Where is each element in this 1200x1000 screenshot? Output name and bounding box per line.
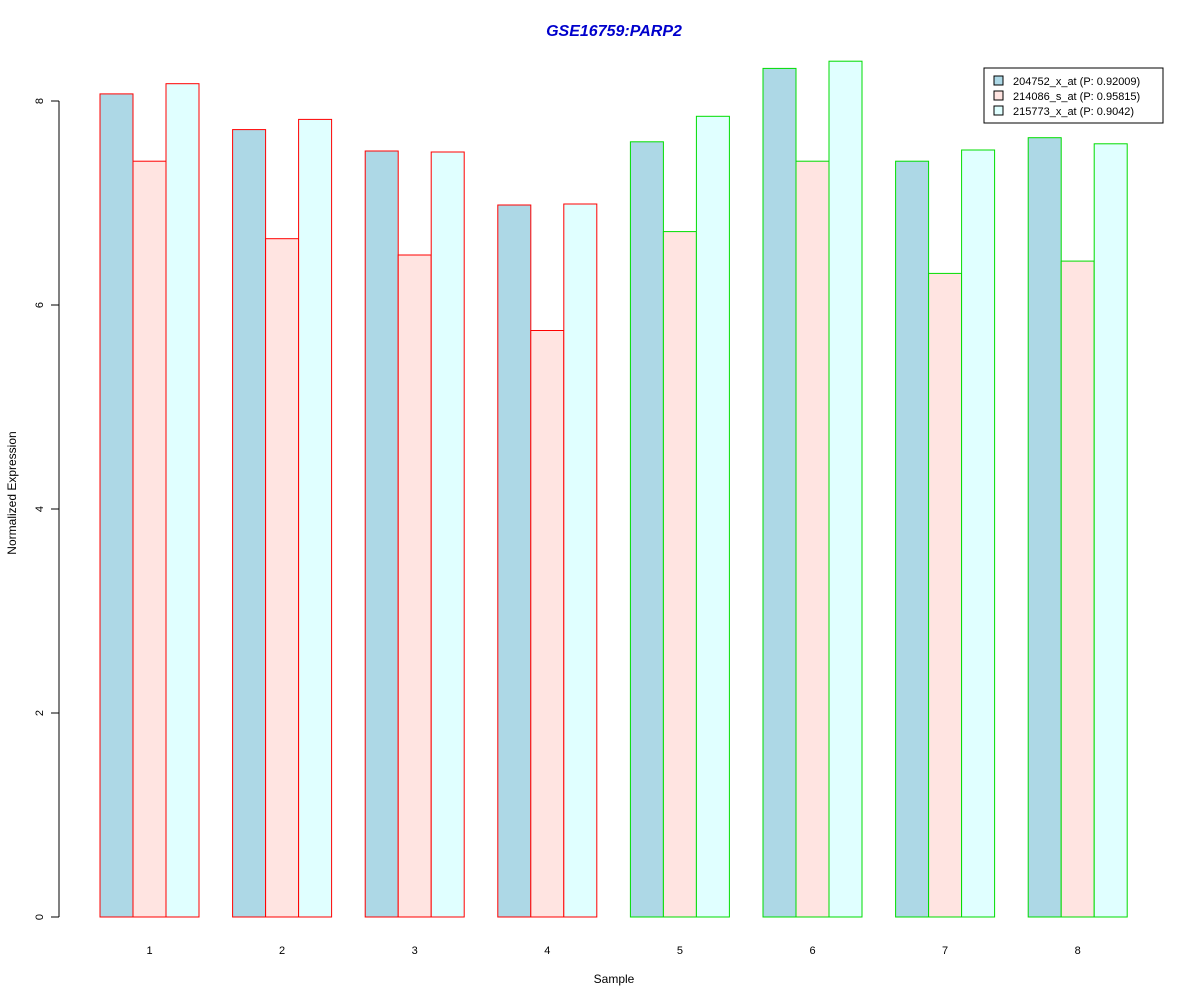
bar	[795, 160, 830, 918]
bar	[165, 83, 200, 918]
y-tick-label: 2	[34, 710, 46, 716]
bar	[828, 60, 863, 918]
y-tick-label: 8	[34, 98, 46, 104]
y-axis: 0 2 4 6 8	[34, 98, 60, 920]
bar	[1060, 260, 1095, 918]
bar	[895, 160, 930, 918]
y-tick-label: 4	[34, 506, 46, 512]
bar	[563, 203, 598, 918]
x-tick-label: 2	[279, 945, 285, 957]
bar	[364, 150, 399, 918]
y-tick-label: 6	[34, 302, 46, 308]
legend-swatch	[993, 105, 1004, 116]
bar	[961, 149, 996, 918]
bar	[629, 141, 664, 918]
legend-entry: 214086_s_at (P: 0.95815)	[1013, 91, 1140, 103]
legend-swatch	[993, 90, 1004, 101]
bar	[132, 160, 167, 918]
bar	[1027, 137, 1062, 918]
x-axis-label: Sample	[594, 972, 635, 986]
bar	[762, 67, 797, 918]
x-tick-label: 8	[1075, 945, 1081, 957]
bar	[99, 93, 134, 918]
y-axis-label: Normalized Expression	[5, 431, 19, 554]
y-tick-label: 0	[34, 914, 46, 920]
bar	[397, 254, 432, 918]
bar	[232, 129, 267, 918]
legend-entry: 215773_x_at (P: 0.9042)	[1013, 106, 1134, 118]
bar	[695, 115, 730, 918]
x-tick-label: 6	[809, 945, 815, 957]
x-tick-label: 5	[677, 945, 683, 957]
bar	[430, 151, 465, 918]
bar	[497, 204, 532, 918]
bar	[1093, 143, 1128, 918]
legend: 204752_x_at (P: 0.92009) 214086_s_at (P: …	[983, 67, 1164, 124]
bar	[298, 118, 333, 918]
bar	[662, 231, 697, 918]
bar	[265, 238, 300, 918]
x-tick-label: 3	[412, 945, 418, 957]
x-tick-labels: 1 2 3 4 5 6 7 8	[146, 945, 1080, 957]
x-tick-label: 4	[544, 945, 550, 957]
legend-entry: 204752_x_at (P: 0.92009)	[1013, 76, 1140, 88]
bars-layer	[99, 60, 1128, 918]
legend-swatch	[993, 75, 1004, 86]
x-tick-label: 1	[146, 945, 152, 957]
legend-box	[983, 67, 1164, 124]
bar	[928, 272, 963, 918]
x-tick-label: 7	[942, 945, 948, 957]
chart-title: GSE16759:PARP2	[546, 23, 682, 40]
bar	[530, 330, 565, 918]
